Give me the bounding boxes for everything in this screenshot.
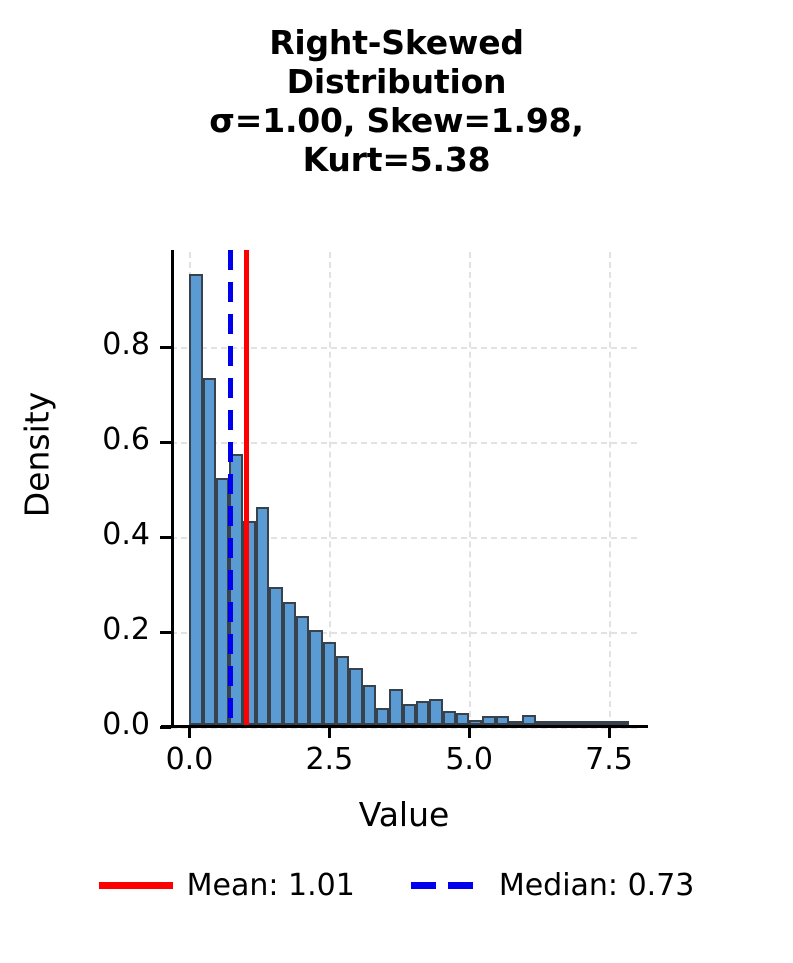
y-axis-tick-label: 0.4	[102, 517, 150, 552]
x-axis-tick	[608, 727, 612, 738]
x-axis-spine	[161, 725, 648, 728]
x-axis-tick	[328, 727, 332, 738]
histogram-bar	[389, 689, 403, 725]
histogram-bar	[256, 506, 270, 725]
legend-entry-median: Median: 0.73	[410, 868, 695, 903]
histogram-bar	[602, 721, 616, 725]
y-axis-label: Density	[17, 391, 57, 518]
y-axis-tick	[160, 346, 171, 349]
legend-label-median: Median: 0.73	[498, 868, 695, 903]
y-axis-tick-label: 0.2	[102, 612, 150, 647]
legend: Mean: 1.01 Median: 0.73	[0, 868, 793, 903]
gridline-vertical	[469, 252, 472, 727]
legend-swatch-median-line-icon	[410, 882, 485, 889]
histogram-bar	[335, 656, 350, 725]
gridline-horizontal	[171, 442, 637, 444]
gridline-vertical	[609, 252, 612, 727]
y-axis-tick	[160, 631, 171, 634]
y-axis-tick	[160, 441, 171, 444]
gridline-horizontal	[171, 537, 637, 539]
histogram-bar	[309, 630, 323, 725]
histogram-bar	[202, 378, 217, 725]
gridline-horizontal	[171, 347, 637, 349]
histogram-bar	[575, 721, 590, 725]
histogram-bar	[562, 721, 576, 725]
y-axis-tick	[160, 726, 171, 729]
histogram-bar	[282, 601, 296, 725]
histogram-bar	[415, 701, 430, 725]
plot-area	[161, 250, 648, 729]
histogram-bar	[549, 721, 563, 725]
histogram-bar	[469, 720, 483, 725]
histogram-bar	[402, 703, 416, 725]
chart-title-line-4: Kurt=5.38	[302, 139, 491, 179]
y-axis-tick-label: 0.8	[102, 327, 150, 362]
x-axis-label: Value	[358, 795, 450, 834]
gridline-horizontal	[171, 632, 637, 634]
histogram-bar	[522, 714, 536, 725]
histogram-bar	[495, 716, 510, 725]
histogram-bar	[482, 716, 496, 725]
histogram-bar	[509, 721, 523, 725]
median-line	[228, 250, 234, 727]
gridline-vertical	[329, 252, 332, 727]
mean-line	[243, 250, 249, 727]
histogram-bar	[362, 684, 376, 725]
gridline-horizontal	[171, 727, 637, 729]
chart-title-line-2: Distribution	[286, 61, 507, 101]
x-axis-tick-label: 2.5	[305, 742, 354, 777]
x-axis-tick-label: 0.0	[165, 742, 214, 777]
histogram-bar	[296, 615, 310, 725]
y-axis-tick	[160, 536, 171, 539]
histogram-bar	[615, 721, 629, 725]
x-axis-tick	[188, 727, 192, 738]
histogram-bar	[429, 698, 443, 725]
histogram-bar	[375, 708, 390, 725]
histogram-bar	[442, 710, 456, 725]
histogram-bar	[349, 668, 363, 725]
legend-label-mean: Mean: 1.01	[186, 868, 355, 903]
x-axis-tick	[468, 727, 472, 738]
histogram-bar	[455, 713, 470, 725]
histogram-bar	[589, 721, 603, 725]
histogram-bar	[269, 587, 283, 725]
x-axis-tick-label: 5.0	[445, 742, 494, 777]
chart-title: Right-Skewed Distribution σ=1.00, Skew=1…	[0, 23, 793, 180]
legend-entry-mean: Mean: 1.01	[98, 868, 355, 903]
legend-swatch-mean-line-icon	[98, 882, 173, 889]
chart-title-line-1: Right-Skewed	[269, 23, 524, 62]
histogram-bar	[535, 721, 550, 725]
x-axis-tick-label: 7.5	[585, 742, 633, 777]
y-axis-tick-label: 0.0	[102, 707, 150, 742]
histogram-bar	[322, 641, 336, 725]
chart-title-line-3: σ=1.00, Skew=1.98,	[209, 100, 584, 140]
histogram-bar	[189, 273, 203, 725]
y-axis-tick-label: 0.6	[102, 422, 150, 457]
y-axis-spine	[171, 250, 174, 727]
